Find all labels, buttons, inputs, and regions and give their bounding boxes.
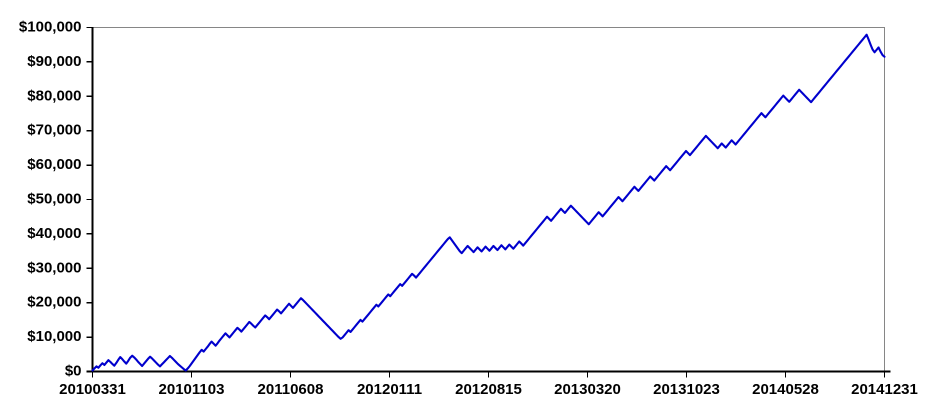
- y-tick-label: $30,000: [27, 259, 81, 276]
- x-tick-label: 20120815: [455, 381, 522, 398]
- x-axis: 20100331 20101103 20110608 20120111 20120815…: [59, 370, 918, 398]
- x-tick-label: 20101103: [159, 381, 225, 398]
- x-tick-label: 20141231: [851, 381, 918, 398]
- y-tick-label: $50,000: [27, 190, 81, 207]
- data-series-group: [91, 33, 886, 372]
- y-tick-label: $40,000: [27, 225, 81, 242]
- plot-frame: [92, 27, 885, 372]
- series-line-0: [91, 33, 886, 372]
- plot-area-border: [92, 27, 885, 372]
- y-axis: $0 $10,000 $20,000 $30,000 $40,000 $50,000 $60…: [19, 18, 94, 379]
- y-tick-label: $0: [65, 362, 82, 379]
- x-tick-label: 20130320: [554, 381, 621, 398]
- y-tick-label: $70,000: [27, 122, 81, 139]
- y-tick-label: $90,000: [27, 53, 81, 70]
- x-tick-label: 20120111: [357, 381, 422, 398]
- y-tick-label: $80,000: [27, 87, 81, 104]
- y-tick-label: $20,000: [27, 294, 81, 311]
- y-tick-label: $60,000: [27, 156, 81, 173]
- x-tick-label: 20140528: [752, 381, 819, 398]
- x-tick-label: 20110608: [258, 381, 324, 398]
- x-tick-label: 20100331: [59, 381, 126, 398]
- y-tick-label: $10,000: [27, 328, 81, 345]
- x-tick-label: 20131023: [653, 381, 720, 398]
- y-tick-label: $100,000: [19, 18, 82, 35]
